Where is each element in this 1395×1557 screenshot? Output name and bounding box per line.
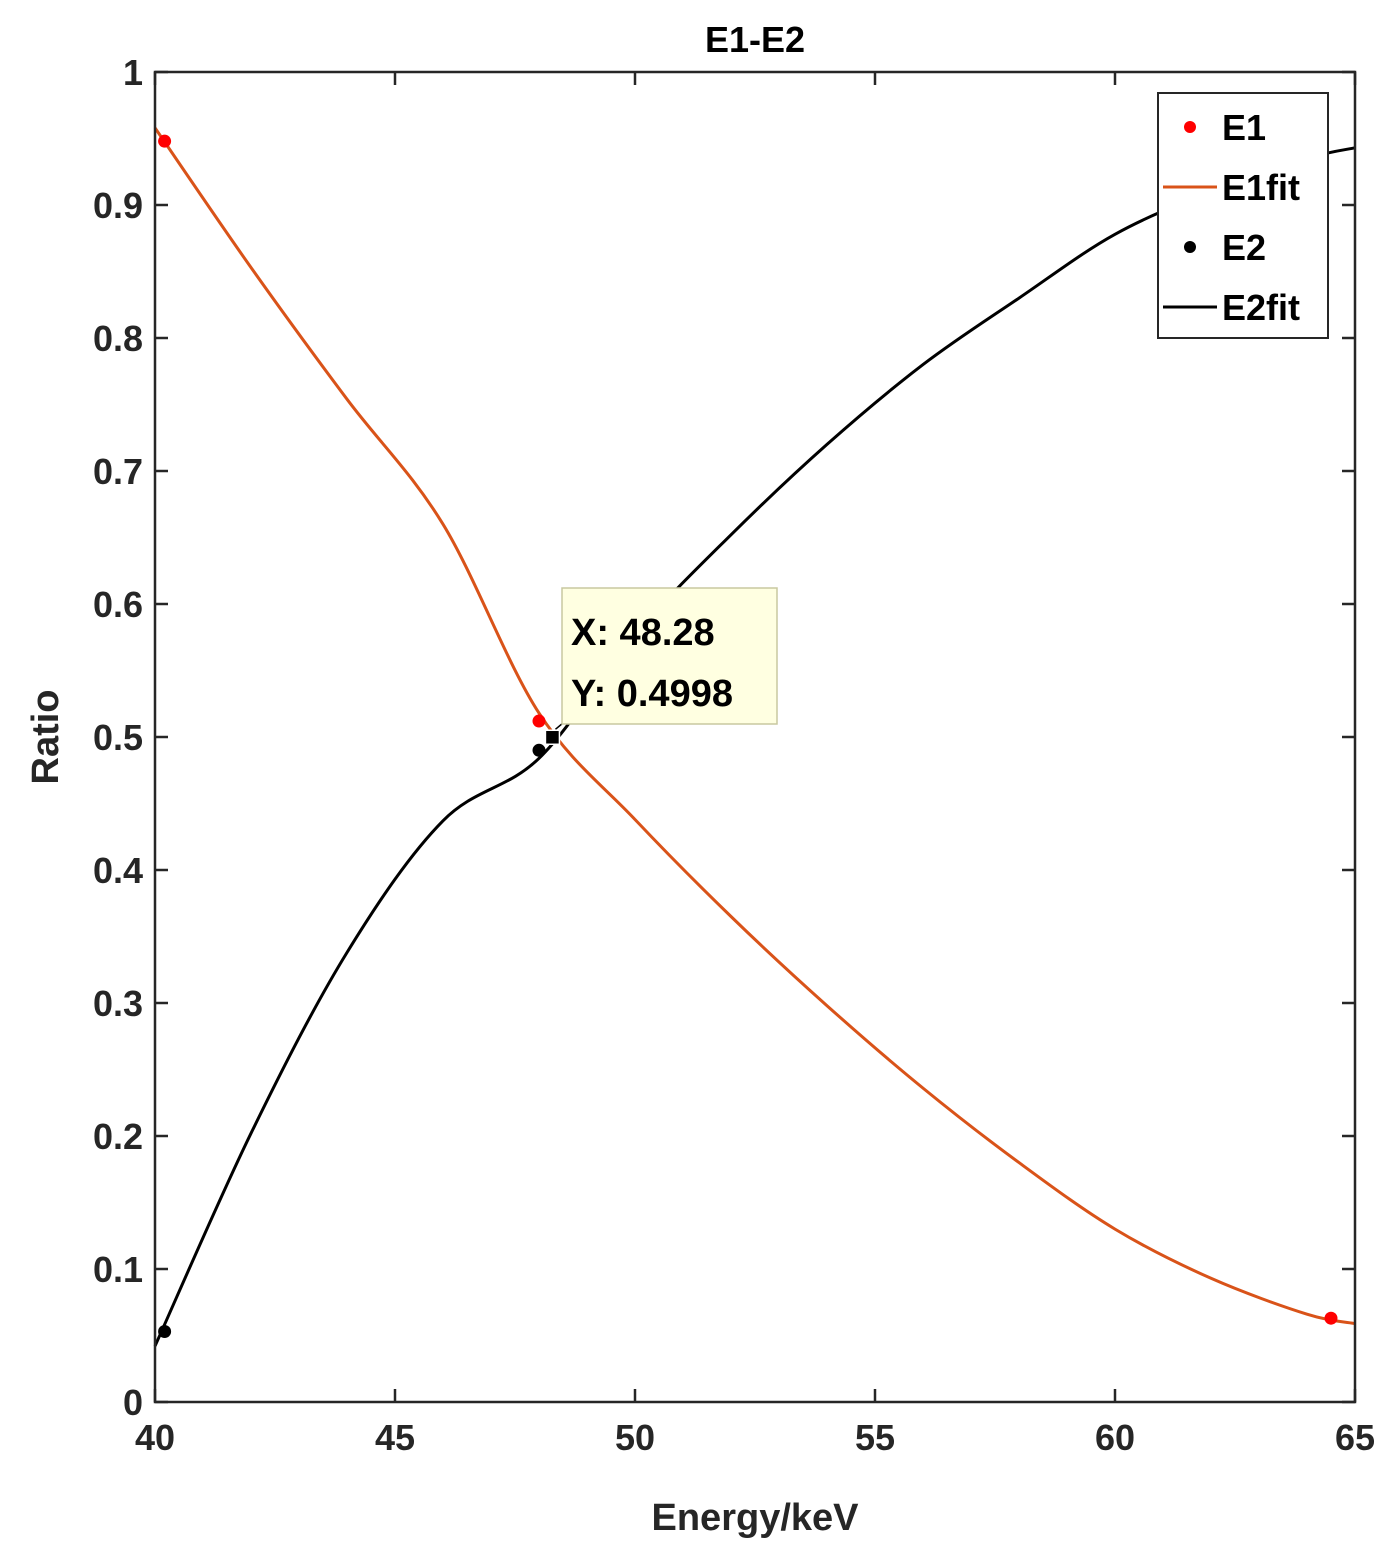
x-tick-label: 65 [1335,1417,1375,1458]
y-tick-label: 0.7 [93,451,143,492]
y-tick-label: 0.1 [93,1249,143,1290]
series-lines [153,127,1356,1347]
legend-box [1157,92,1329,339]
data-point-e2 [532,743,546,757]
y-tick-label: 1 [123,52,143,93]
data-point-e2 [158,1325,172,1339]
x-axis-title: Energy/keV [652,1497,860,1539]
y-tick-label: 0.8 [93,318,143,359]
series-line-e2fit [153,146,1356,1347]
x-tick-label: 55 [855,1417,895,1458]
legend-label-e2fit: E2fit [1222,287,1300,328]
legend-label-e1fit: E1fit [1222,167,1300,208]
x-tick-label: 60 [1095,1417,1135,1458]
datatip-y-text: Y: 0.4998 [571,673,733,715]
y-tick-label: 0.5 [93,717,143,758]
y-axis-title: Ratio [25,690,67,785]
series-line-e1fit [153,127,1356,1325]
x-tick-label: 45 [375,1417,415,1458]
tick-labels: 40 45 50 55 60 65 0 0.1 0.2 0.3 0.4 0.5 0.6 0.7 0.8 0.9… [93,52,1375,1458]
datatip[interactable]: X: 48.28 Y: 0.4998 [544,587,778,746]
x-tick-label: 40 [135,1417,175,1458]
plot-background [155,72,1355,1402]
legend-marker-e1 [1184,121,1196,133]
data-point-e1 [158,134,172,148]
y-tick-label: 0.6 [93,584,143,625]
y-tick-label: 0.2 [93,1116,143,1157]
data-point-e1 [532,714,546,728]
y-tick-label: 0.3 [93,983,143,1024]
data-point-e1 [1324,1311,1338,1325]
datatip-x-text: X: 48.28 [571,612,715,654]
plot-frame [153,70,1357,1404]
legend-label-e1: E1 [1222,107,1266,148]
x-tick-label: 50 [615,1417,655,1458]
y-tick-label: 0.4 [93,850,143,891]
legend[interactable]: E1 E1fit E2 E2fit [1157,92,1329,339]
datatip-marker [544,729,561,746]
datatip-box [561,587,778,725]
legend-marker-e2 [1184,241,1196,253]
chart-title: E1-E2 [705,19,805,60]
y-tick-label: 0 [123,1382,143,1423]
legend-label-e2: E2 [1222,227,1266,268]
y-tick-label: 0.9 [93,185,143,226]
series-points [158,134,1338,1339]
